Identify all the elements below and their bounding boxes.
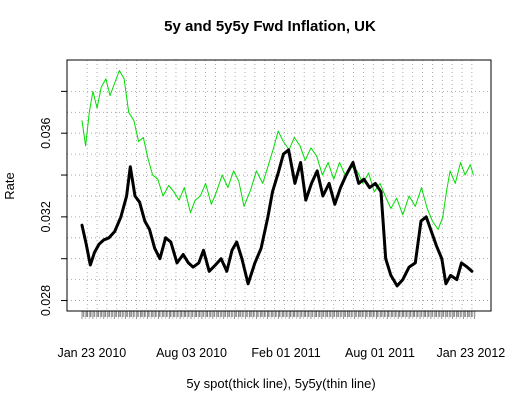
y-tick-label: 0.036 [39,118,53,149]
plot-frame [66,59,492,312]
y-axis-label: Rate [2,172,17,199]
x-tick-label: Aug 03 2010 [156,346,227,360]
x-tick-label: Feb 01 2011 [251,346,320,360]
series-line-5y-spot [80,148,474,288]
y-tick-label: 0.032 [39,201,53,232]
series-layer [80,70,474,288]
x-axis: Jan 23 2010 Aug 03 2010 Feb 01 2011 Aug 01 … [57,346,505,360]
y-tick-label: 0.028 [39,285,53,316]
y-axis: 0.028 0.032 0.036 [39,90,67,316]
series-line-5y5y [81,70,474,230]
x-tick-label: Jan 23 2012 [436,346,505,360]
x-axis-label: 5y spot(thick line), 5y5y(thin line) [186,376,375,391]
x-tick-label: Jan 23 2010 [57,346,126,360]
x-tick-label: Aug 01 2011 [345,346,415,360]
chart-grid [67,60,491,311]
x-axis-rug [81,311,476,319]
chart-title: 5y and 5y5y Fwd Inflation, UK [164,18,376,35]
